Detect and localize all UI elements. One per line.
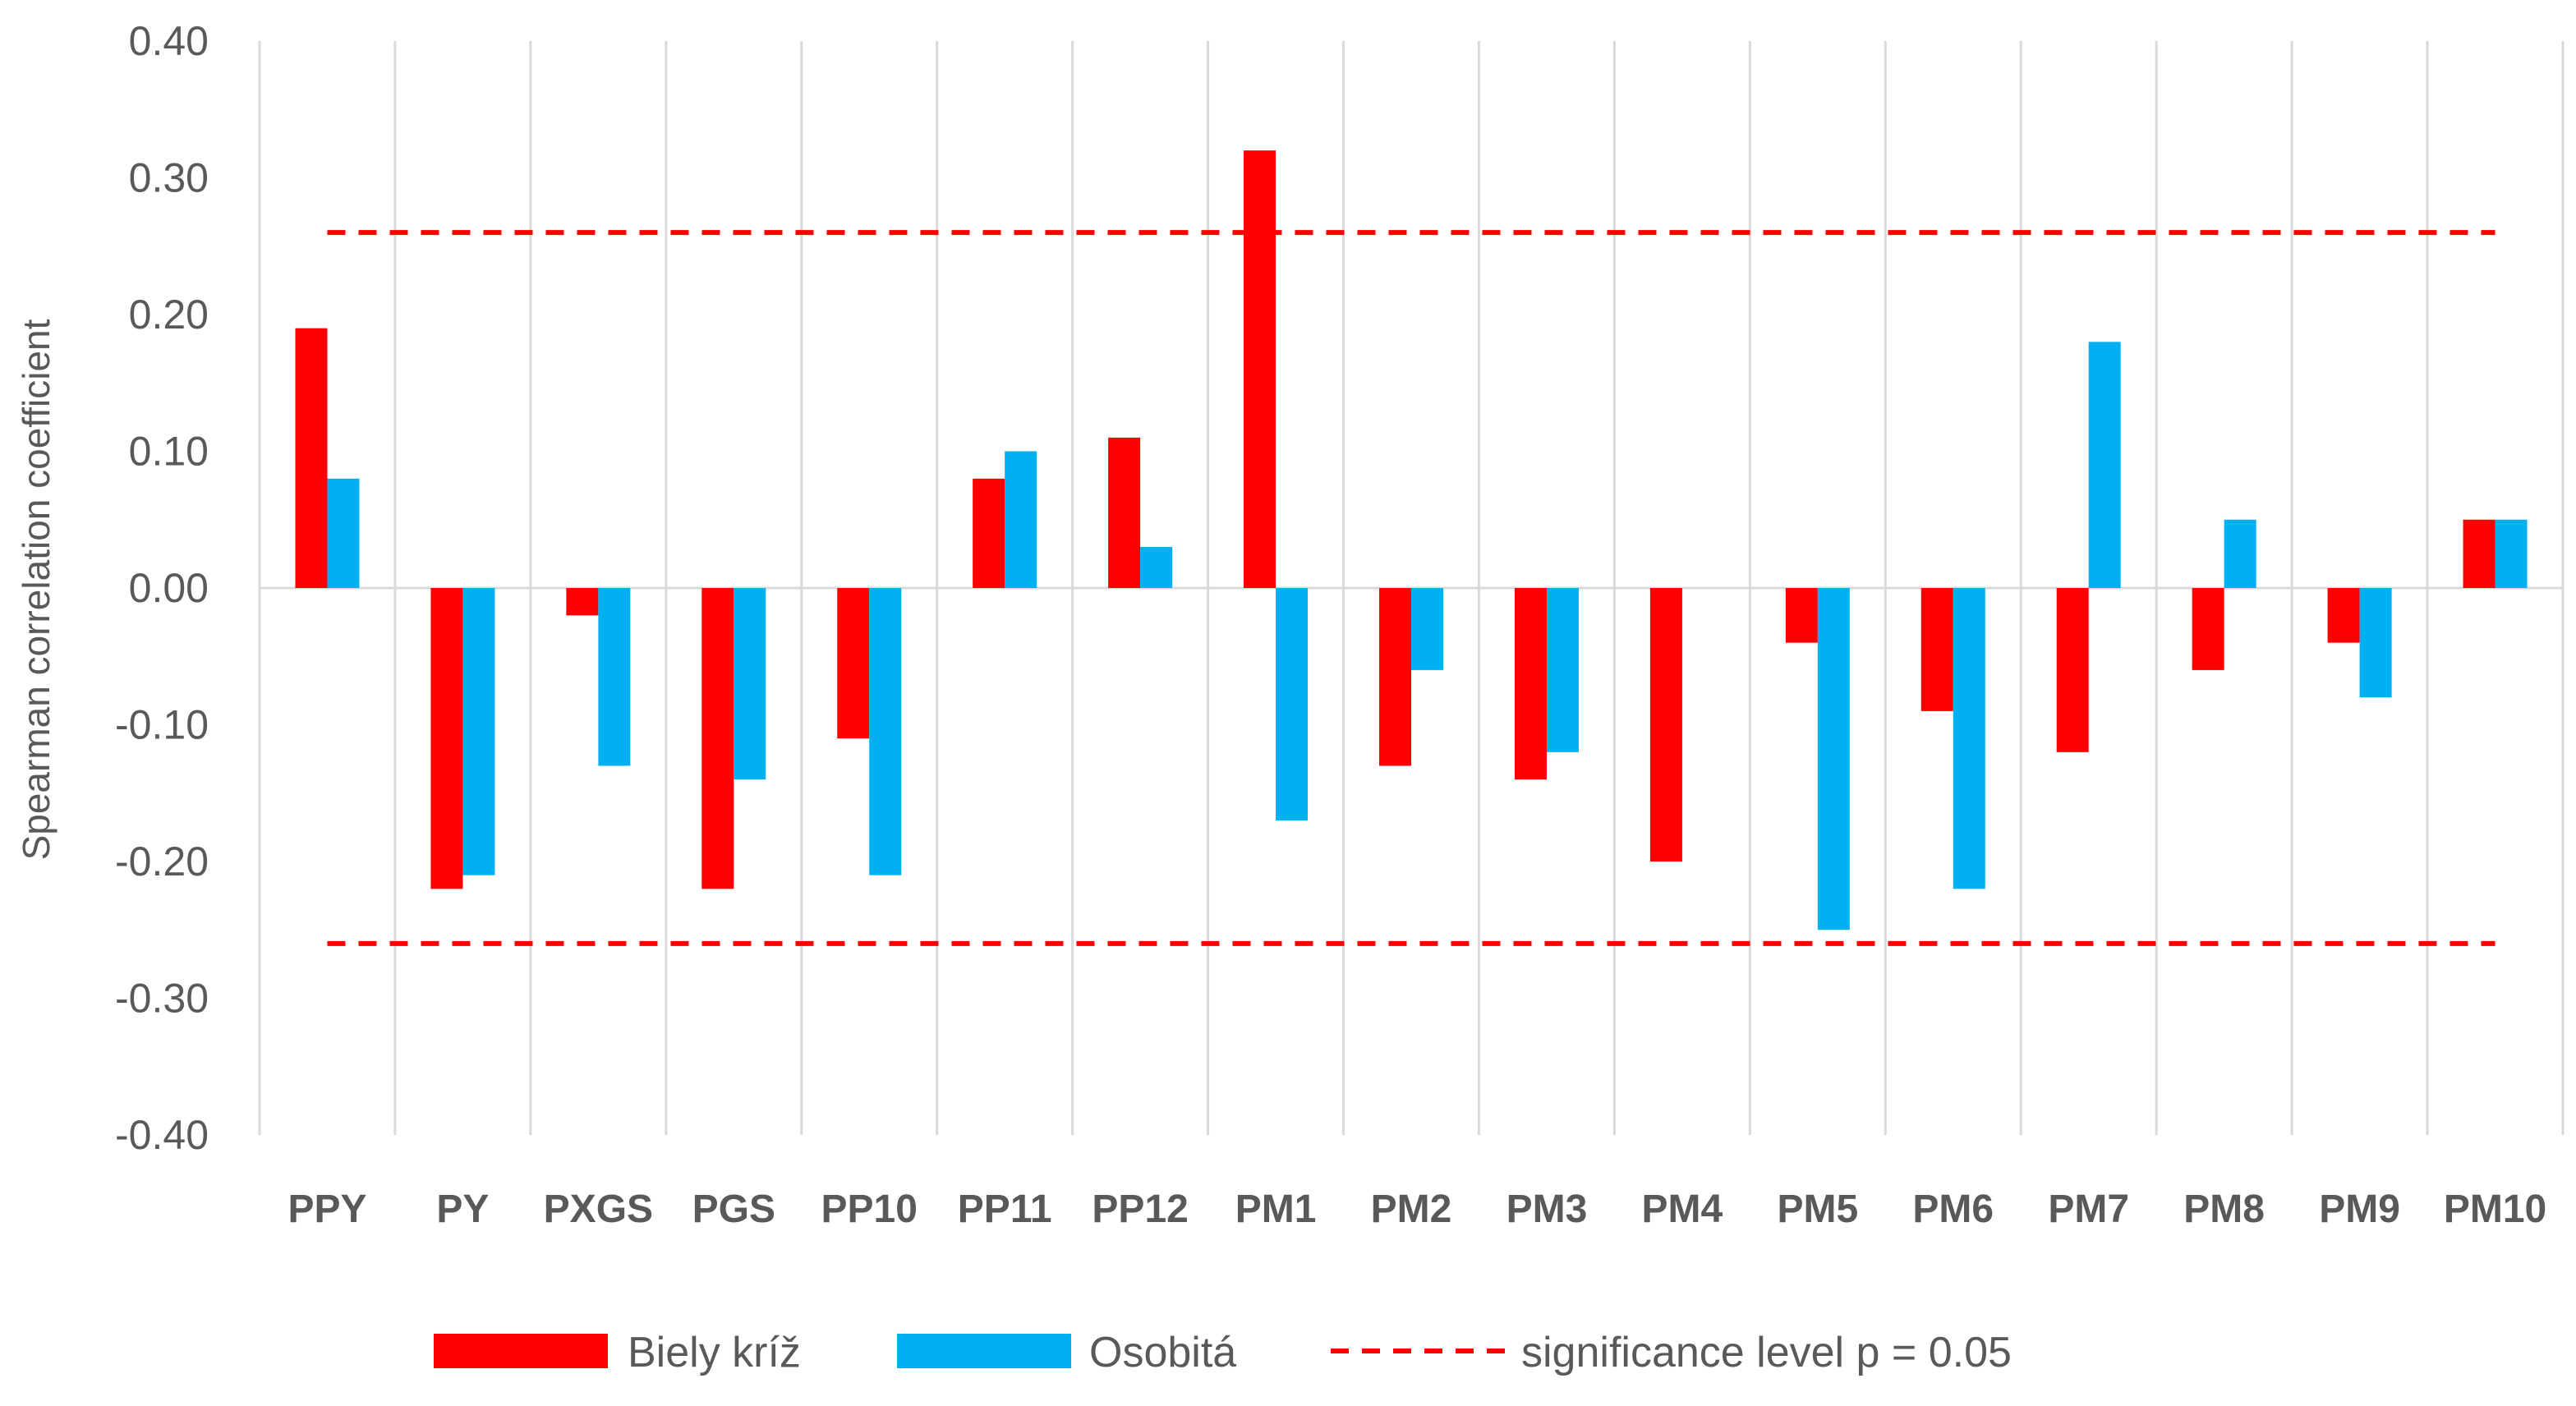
y-tick-label: -0.30 [115,976,209,1022]
bar-biely-kriz-ppy [295,328,328,588]
bar-osobita-pm3 [1546,588,1579,752]
bar-biely-kriz-pm3 [1514,588,1547,780]
x-tick-label: PM5 [1777,1188,1858,1231]
bar-biely-kriz-pm8 [2192,588,2224,670]
legend-label-osobita: Osobitá [1089,1329,1236,1376]
bar-osobita-pm2 [1411,588,1443,670]
x-tick-label: PP11 [958,1188,1052,1231]
x-tick-label: PM4 [1642,1188,1723,1231]
x-tick-label: PP12 [1092,1188,1188,1231]
bars [295,150,2528,930]
y-tick-label: 0.20 [129,292,209,338]
bar-biely-kriz-py [430,588,463,889]
x-tick-label: PM3 [1506,1188,1588,1231]
bar-osobita-pm9 [2359,588,2392,698]
bar-biely-kriz-pxgs [566,588,599,616]
x-tick-label: PY [436,1188,489,1231]
bar-osobita-pgs [734,588,766,780]
x-tick-label: PM10 [2444,1188,2546,1231]
y-tick-label: -0.10 [115,702,209,748]
bar-biely-kriz-pp12 [1108,437,1141,588]
y-tick-labels: 0.40 0.30 0.20 0.10 0.00 -0.10 -0.20 -0.30 -0.40 [115,18,209,1158]
bar-biely-kriz-pp10 [837,588,870,739]
bar-osobita-ppy [327,478,360,588]
legend-swatch-biely-kriz [434,1334,608,1368]
x-tick-label: PM6 [1912,1188,1994,1231]
bar-biely-kriz-pp11 [973,478,1005,588]
legend-swatch-osobita [897,1334,1071,1368]
x-tick-label: PM7 [2048,1188,2129,1231]
x-tick-label: PXGS [544,1188,653,1231]
bar-biely-kriz-pm4 [1649,588,1682,862]
y-tick-label: -0.40 [115,1112,209,1158]
legend: Biely kríž Osobitá significance level p = … [434,1329,2012,1376]
y-tick-label: 0.10 [129,429,209,475]
x-tick-label: PM8 [2183,1188,2265,1231]
bar-osobita-pm1 [1276,588,1309,821]
legend-label-biely-kriz: Biely kríž [628,1329,801,1376]
bar-biely-kriz-pm1 [1244,150,1276,588]
bar-osobita-pp11 [1005,451,1037,588]
bar-biely-kriz-pm9 [2327,588,2360,643]
x-tick-label: PP10 [821,1188,918,1231]
bar-biely-kriz-pgs [702,588,734,889]
y-tick-label: 0.40 [129,18,209,64]
bar-biely-kriz-pm5 [1785,588,1818,643]
bar-osobita-pxgs [598,588,631,766]
x-tick-label: PPY [288,1188,366,1231]
x-tick-label: PM1 [1235,1188,1317,1231]
y-tick-label: 0.00 [129,565,209,611]
bar-biely-kriz-pm6 [1920,588,1953,711]
x-tick-label: PM2 [1371,1188,1452,1231]
bar-osobita-pm5 [1817,588,1850,930]
bar-osobita-py [462,588,495,875]
bar-osobita-pp12 [1140,547,1173,588]
bar-osobita-pm6 [1953,588,1985,889]
y-tick-label: -0.20 [115,839,209,884]
bar-osobita-pm10 [2495,519,2528,588]
bar-biely-kriz-pm7 [2056,588,2089,752]
bar-osobita-pm8 [2224,519,2256,588]
x-tick-labels: PPY PY PXGS PGS PP10 PP11 PP12 PM1 PM2 PM3 PM4 PM5 P… [288,1188,2546,1231]
bar-biely-kriz-pm2 [1379,588,1411,766]
y-axis-title: Spearman correlation coefficient [15,319,58,860]
y-tick-label: 0.30 [129,155,209,201]
bar-osobita-pp10 [869,588,902,875]
bar-biely-kriz-pm10 [2463,519,2496,588]
x-tick-label: PGS [692,1188,775,1231]
bar-osobita-pm7 [2088,342,2121,588]
reference-lines [327,230,2496,946]
legend-label-significance: significance level p = 0.05 [1521,1329,2012,1376]
x-tick-label: PM9 [2319,1188,2400,1231]
